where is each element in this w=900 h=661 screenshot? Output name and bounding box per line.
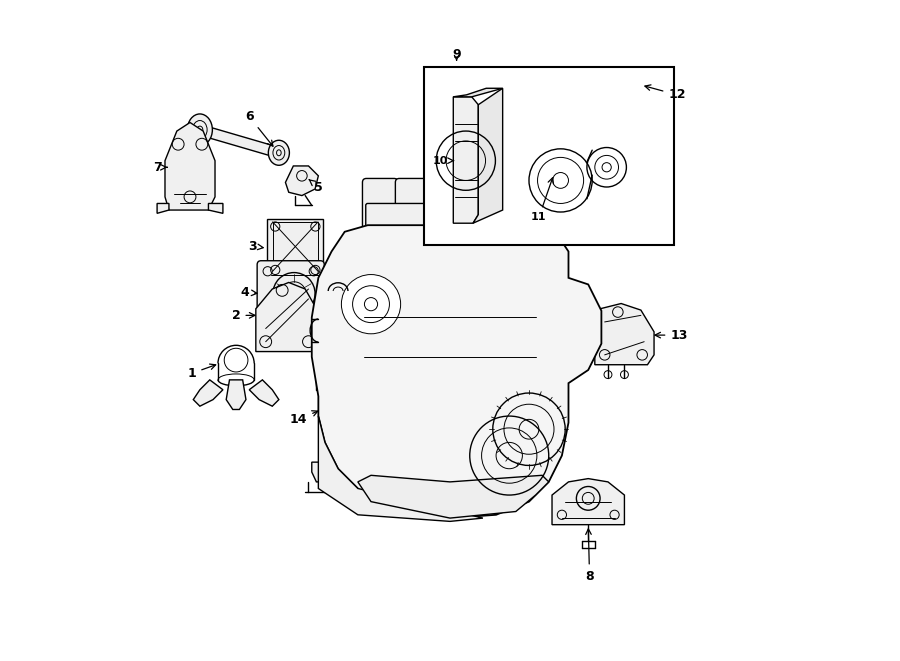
Text: 9: 9 [453,48,461,61]
Text: 13: 13 [655,329,688,342]
FancyBboxPatch shape [319,391,351,432]
Polygon shape [317,367,340,390]
Circle shape [341,274,400,334]
Text: 3: 3 [248,240,264,253]
Polygon shape [595,303,654,365]
FancyBboxPatch shape [319,285,351,327]
FancyBboxPatch shape [319,338,351,379]
Polygon shape [249,380,279,407]
Polygon shape [454,89,503,97]
Ellipse shape [187,114,212,145]
Polygon shape [311,225,601,518]
Text: 7: 7 [153,161,167,174]
Polygon shape [285,166,319,196]
FancyBboxPatch shape [363,178,398,229]
Polygon shape [473,89,503,223]
Text: 8: 8 [585,529,594,582]
FancyBboxPatch shape [257,260,324,327]
Polygon shape [209,204,223,214]
Text: 2: 2 [231,309,255,322]
Text: 4: 4 [240,286,256,299]
Text: 14: 14 [290,410,318,426]
Polygon shape [198,125,280,158]
Polygon shape [319,416,483,522]
FancyBboxPatch shape [365,204,544,234]
Bar [267,219,323,278]
Polygon shape [194,380,223,407]
Polygon shape [454,97,478,223]
FancyBboxPatch shape [395,178,431,229]
Text: 12: 12 [645,85,686,101]
Bar [273,222,318,271]
Text: 1: 1 [187,364,216,380]
Ellipse shape [268,140,290,165]
Text: 10: 10 [432,156,454,166]
Polygon shape [165,122,215,210]
Polygon shape [358,475,549,518]
Text: 5: 5 [309,180,323,194]
Polygon shape [256,282,319,352]
Polygon shape [311,462,345,482]
FancyBboxPatch shape [494,178,529,229]
FancyBboxPatch shape [461,178,497,229]
Polygon shape [552,479,625,525]
Polygon shape [158,204,169,214]
Polygon shape [226,380,246,409]
Bar [424,67,674,245]
FancyBboxPatch shape [428,178,464,229]
Text: 6: 6 [245,110,273,146]
Text: 11: 11 [531,178,554,222]
